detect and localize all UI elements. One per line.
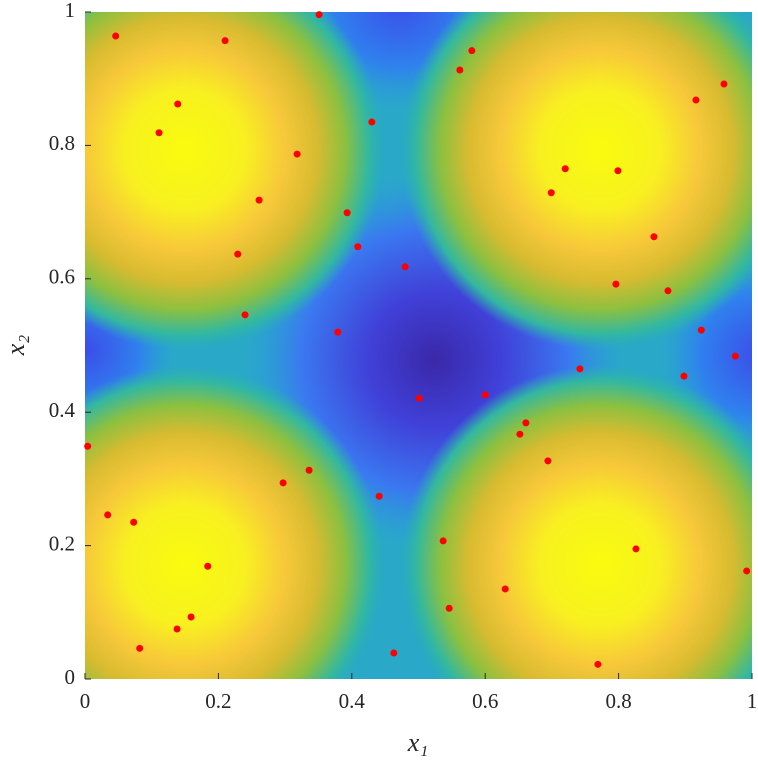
point	[522, 419, 530, 427]
point	[481, 391, 489, 399]
point	[241, 311, 249, 319]
point	[415, 394, 423, 402]
point	[112, 32, 120, 40]
point	[187, 613, 195, 621]
point	[468, 47, 476, 55]
point	[136, 644, 144, 652]
point	[561, 165, 569, 173]
point	[234, 250, 242, 258]
point	[697, 326, 705, 334]
y-tick-label: 1	[65, 0, 76, 22]
point	[84, 442, 92, 450]
x-tick-label: 0.4	[339, 689, 366, 713]
point	[612, 280, 620, 288]
y-tick-label: 0.6	[49, 265, 75, 289]
point	[104, 511, 112, 519]
point	[375, 492, 383, 500]
point	[173, 625, 181, 633]
point	[334, 328, 342, 336]
point	[343, 209, 351, 217]
point	[501, 585, 509, 593]
point	[390, 649, 398, 657]
point	[293, 150, 301, 158]
point	[731, 352, 739, 360]
point	[614, 167, 622, 175]
point	[279, 479, 287, 487]
point	[221, 37, 229, 45]
point	[632, 545, 640, 553]
point	[516, 430, 524, 438]
point	[456, 66, 464, 74]
point	[743, 567, 751, 575]
point	[692, 96, 700, 104]
point	[439, 537, 447, 545]
point	[354, 243, 362, 251]
point	[315, 11, 323, 19]
point	[544, 457, 552, 465]
y-tick-label: 0.8	[49, 131, 75, 155]
x-tick-label: 0.8	[605, 689, 631, 713]
x-tick-label: 0.6	[472, 689, 498, 713]
point	[576, 365, 584, 373]
point	[174, 100, 182, 108]
point	[650, 233, 658, 241]
x-tick-label: 0.2	[205, 689, 231, 713]
point	[664, 287, 672, 295]
y-axis-label: x₂	[1, 335, 30, 357]
point	[130, 518, 138, 526]
point	[720, 80, 728, 88]
y-tick-label: 0	[65, 665, 76, 689]
point	[680, 372, 688, 380]
point	[155, 129, 163, 137]
point	[547, 189, 555, 197]
point	[445, 604, 453, 612]
point	[594, 660, 602, 668]
y-tick-label: 0.2	[49, 531, 75, 555]
point	[255, 196, 263, 204]
point	[401, 263, 409, 271]
point	[368, 118, 376, 126]
y-tick-label: 0.4	[49, 398, 76, 422]
point	[305, 466, 313, 474]
x-tick-label: 0	[80, 689, 91, 713]
x-axis-label: x₁	[407, 728, 429, 757]
x-tick-label: 1	[747, 689, 758, 713]
point	[204, 562, 212, 570]
